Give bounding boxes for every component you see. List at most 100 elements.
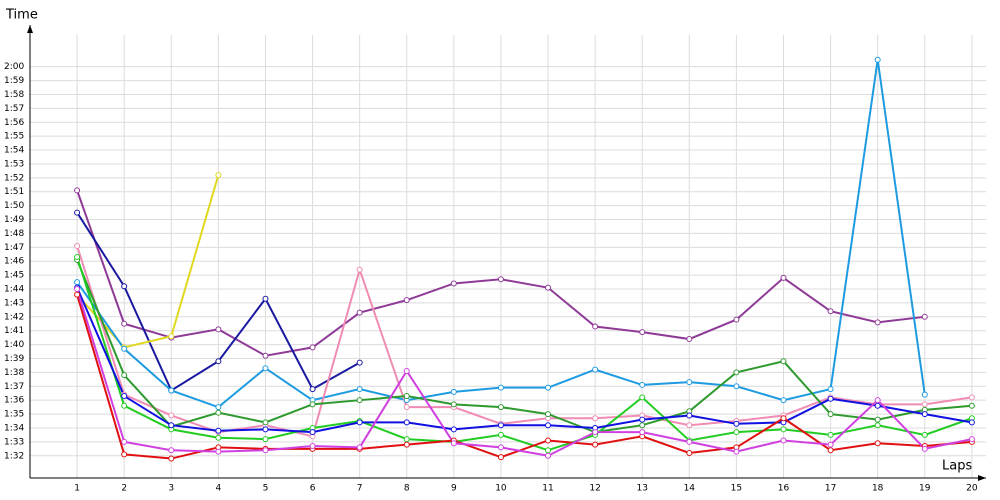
data-point bbox=[356, 397, 363, 404]
series-line bbox=[76, 287, 973, 434]
data-point bbox=[168, 333, 175, 340]
data-point bbox=[968, 436, 975, 443]
y-tick-label: 1:33 bbox=[4, 437, 24, 447]
data-point bbox=[450, 280, 457, 287]
data-point bbox=[74, 187, 81, 194]
data-point bbox=[639, 394, 646, 401]
y-tick-label: 1:58 bbox=[4, 90, 24, 100]
y-tick-label: 1:52 bbox=[4, 173, 24, 183]
data-point bbox=[545, 452, 552, 459]
data-point bbox=[309, 429, 316, 436]
data-point bbox=[686, 412, 693, 419]
data-point bbox=[356, 386, 363, 393]
x-tick-label: 5 bbox=[263, 484, 269, 494]
data-point bbox=[639, 329, 646, 336]
data-point bbox=[780, 358, 787, 365]
y-tick-label: 1:59 bbox=[4, 76, 24, 86]
data-point bbox=[262, 352, 269, 359]
data-point bbox=[827, 431, 834, 438]
data-point bbox=[309, 386, 316, 393]
y-tick-label: 2:00 bbox=[4, 62, 24, 72]
data-point bbox=[639, 429, 646, 436]
data-point bbox=[403, 297, 410, 304]
series-line bbox=[76, 256, 973, 452]
data-point bbox=[74, 291, 81, 298]
data-point bbox=[686, 422, 693, 429]
data-point bbox=[356, 419, 363, 426]
y-tick-label: 1:55 bbox=[4, 132, 24, 142]
x-tick-label: 2 bbox=[121, 484, 127, 494]
y-tick-label: 1:41 bbox=[4, 326, 24, 336]
data-point bbox=[403, 368, 410, 375]
data-point bbox=[545, 422, 552, 429]
data-point bbox=[686, 449, 693, 456]
data-point bbox=[733, 429, 740, 436]
data-point bbox=[450, 426, 457, 433]
data-point bbox=[309, 344, 316, 351]
data-point bbox=[874, 319, 881, 326]
data-point bbox=[592, 366, 599, 373]
x-tick-label: 7 bbox=[357, 484, 363, 494]
y-tick-label: 1:35 bbox=[4, 410, 24, 420]
data-point bbox=[639, 416, 646, 423]
data-point bbox=[74, 242, 81, 249]
x-tick-label: 3 bbox=[168, 484, 174, 494]
data-point bbox=[827, 395, 834, 402]
data-point bbox=[215, 427, 222, 434]
x-tick-label: 17 bbox=[825, 484, 836, 494]
data-point bbox=[921, 411, 928, 418]
data-point bbox=[545, 384, 552, 391]
y-tick-label: 1:49 bbox=[4, 215, 24, 225]
y-tick-label: 1:32 bbox=[4, 451, 24, 461]
data-point bbox=[121, 345, 128, 352]
x-tick-label: 14 bbox=[684, 484, 696, 494]
x-tick-label: 10 bbox=[495, 484, 507, 494]
x-tick-label: 12 bbox=[589, 484, 600, 494]
y-tick-label: 1:36 bbox=[4, 396, 24, 406]
x-axis-label: Laps bbox=[942, 459, 972, 474]
data-point bbox=[874, 440, 881, 447]
data-point bbox=[121, 402, 128, 409]
y-tick-label: 1:44 bbox=[4, 285, 24, 295]
data-point bbox=[497, 444, 504, 451]
data-point bbox=[874, 397, 881, 404]
data-point bbox=[121, 320, 128, 327]
data-point bbox=[74, 286, 81, 293]
data-point bbox=[921, 391, 928, 398]
data-point bbox=[874, 416, 881, 423]
data-point bbox=[168, 455, 175, 462]
data-point bbox=[215, 326, 222, 333]
data-point bbox=[168, 412, 175, 419]
data-point bbox=[874, 402, 881, 409]
data-point bbox=[733, 369, 740, 376]
data-point bbox=[545, 284, 552, 291]
y-tick-label: 1:34 bbox=[4, 423, 24, 433]
data-point bbox=[168, 422, 175, 429]
data-point bbox=[450, 401, 457, 408]
data-point bbox=[780, 397, 787, 404]
data-point bbox=[403, 436, 410, 443]
data-point bbox=[262, 426, 269, 433]
data-point bbox=[545, 411, 552, 418]
x-axis-arrow bbox=[978, 475, 986, 481]
data-point bbox=[733, 316, 740, 323]
y-tick-label: 1:56 bbox=[4, 118, 24, 128]
data-point bbox=[497, 422, 504, 429]
data-point bbox=[168, 447, 175, 454]
data-point bbox=[215, 358, 222, 365]
series-line bbox=[76, 288, 973, 457]
y-tick-label: 1:48 bbox=[4, 229, 24, 239]
data-point bbox=[403, 419, 410, 426]
data-point bbox=[921, 431, 928, 438]
x-tick-label: 16 bbox=[778, 484, 790, 494]
data-point bbox=[827, 447, 834, 454]
data-point bbox=[262, 365, 269, 372]
data-point bbox=[497, 384, 504, 391]
data-point bbox=[215, 448, 222, 455]
data-point bbox=[780, 415, 787, 422]
data-point bbox=[780, 437, 787, 444]
data-point bbox=[733, 383, 740, 390]
data-point bbox=[827, 308, 834, 315]
data-point bbox=[403, 441, 410, 448]
